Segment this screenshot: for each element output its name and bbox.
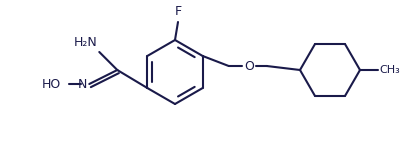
Text: N: N bbox=[78, 78, 87, 90]
Text: O: O bbox=[244, 60, 254, 72]
Text: H₂N: H₂N bbox=[74, 36, 97, 49]
Text: HO: HO bbox=[42, 78, 61, 90]
Text: F: F bbox=[174, 5, 181, 18]
Text: CH₃: CH₃ bbox=[379, 65, 400, 75]
